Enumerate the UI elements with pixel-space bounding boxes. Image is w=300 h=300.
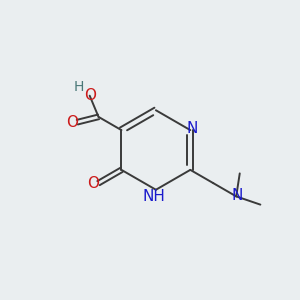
Text: O: O: [87, 176, 99, 190]
Text: N: N: [231, 188, 242, 203]
Text: O: O: [84, 88, 96, 103]
Text: NH: NH: [143, 189, 166, 204]
Text: N: N: [186, 121, 197, 136]
Text: H: H: [73, 80, 84, 94]
Text: O: O: [66, 115, 78, 130]
